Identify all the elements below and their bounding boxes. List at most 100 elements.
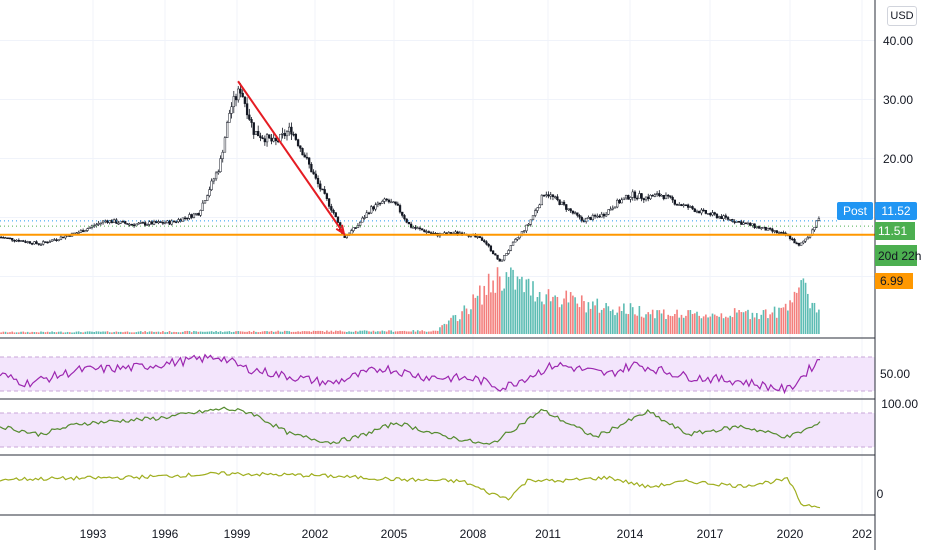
volume-bar [749, 319, 751, 334]
volume-bar [638, 305, 641, 334]
volume-bar [104, 331, 107, 334]
currency-button[interactable]: USD [887, 6, 917, 26]
volume-bar [780, 307, 783, 334]
volume-bar [625, 313, 627, 334]
volume-bar [0, 332, 2, 334]
volume-bar [807, 293, 809, 334]
volume-bar [465, 308, 468, 334]
volume-bar [549, 301, 552, 334]
candle-body [294, 134, 298, 140]
volume-bar [700, 318, 703, 334]
volume-bar [157, 331, 160, 334]
volume-bar [117, 331, 120, 334]
volume-bar [113, 331, 115, 334]
candle-body [704, 210, 708, 214]
volume-bar [100, 331, 102, 334]
volume-bar [773, 306, 776, 334]
candle-body [403, 215, 406, 220]
volume-bar [611, 309, 614, 334]
candle-body [24, 241, 27, 243]
candle-body [190, 214, 193, 218]
volume-bar [248, 331, 251, 334]
candle-body [604, 214, 608, 217]
candle-body [740, 221, 743, 225]
volume-bar [84, 331, 87, 334]
volume-bar [352, 331, 355, 334]
candle-body [86, 228, 89, 231]
candle-body [514, 239, 517, 243]
volume-bar [252, 330, 255, 334]
volume-bar [148, 331, 151, 334]
candle-body [702, 209, 705, 212]
trend-line[interactable] [237, 80, 345, 235]
volume-bar [308, 331, 310, 334]
candle-body [186, 217, 189, 220]
candle-body [42, 241, 45, 245]
volume-bar [126, 331, 129, 334]
volume-bar [168, 331, 171, 334]
candle-body [401, 211, 404, 216]
volume-bar [687, 310, 689, 334]
candle-body [494, 253, 497, 256]
volume-bar [472, 294, 474, 334]
volume-bar [153, 331, 155, 334]
candle-body [480, 237, 484, 241]
volume-bar [447, 320, 450, 334]
candle-body [221, 151, 224, 159]
candle-body [534, 210, 537, 216]
candle-body [137, 222, 140, 225]
candle-body [183, 217, 187, 220]
volume-bar [598, 312, 601, 334]
candle-body [378, 202, 382, 205]
candle-body [288, 126, 291, 133]
candle-body [46, 241, 49, 244]
volume-bar [91, 331, 93, 334]
volume-bar [401, 331, 404, 334]
volume-bar [756, 313, 758, 334]
candle-body [356, 225, 360, 228]
volume-bar [476, 295, 479, 334]
candle-body [214, 172, 218, 180]
volume-bar [538, 291, 541, 334]
volume-bar [177, 332, 180, 334]
volume-bar [281, 331, 284, 334]
candle-body [458, 232, 462, 235]
candle-body [598, 215, 601, 218]
volume-bar [339, 330, 341, 334]
volume-bar [323, 331, 326, 334]
volume-bar [498, 276, 501, 334]
drawings[interactable] [0, 80, 875, 236]
time-tick-label: 2005 [381, 527, 408, 541]
volume-bar [33, 332, 36, 334]
candle-body [141, 222, 145, 224]
volume-bar [574, 297, 576, 334]
volume-bar [804, 282, 807, 334]
candle-body [800, 242, 803, 246]
candle-body [602, 213, 606, 217]
candle-body [194, 213, 198, 215]
candle-body [744, 222, 747, 225]
candle-body [607, 209, 610, 215]
candle-body [414, 227, 417, 229]
time-axis[interactable]: 1993 1996 1999 2002 2005 2008 2011 2014 … [80, 527, 873, 541]
time-tick-label: 2002 [302, 527, 329, 541]
pane-separators[interactable] [0, 0, 876, 550]
volume-bar [813, 302, 816, 334]
candle-body [261, 137, 264, 139]
candle-body [101, 220, 105, 224]
candle-body [119, 221, 122, 224]
volume-bar [166, 332, 169, 334]
volume-bar [142, 332, 144, 334]
candle-body [633, 191, 637, 199]
candlestick-series[interactable] [0, 83, 821, 262]
volume-bar [208, 331, 211, 334]
candle-body [303, 154, 306, 158]
volume-bar [454, 314, 457, 334]
volume-bar [199, 331, 202, 334]
volume-bar [175, 332, 177, 334]
volume-bar [4, 331, 7, 334]
candle-body [26, 241, 29, 243]
volume-bar [702, 316, 705, 334]
volume-bar [494, 292, 497, 334]
